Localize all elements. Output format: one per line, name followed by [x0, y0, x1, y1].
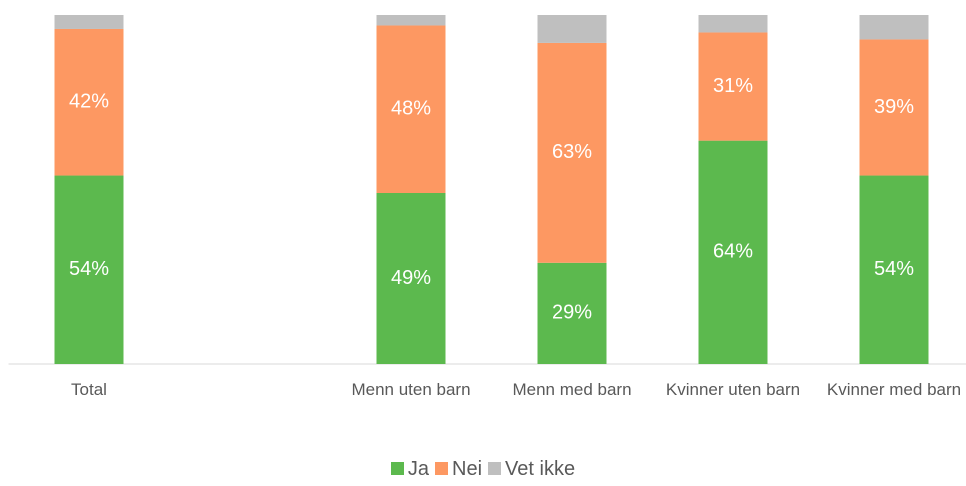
x-tick-label: Menn med barn [512, 380, 632, 399]
data-label: 63% [552, 141, 592, 163]
data-label: 49% [391, 267, 431, 289]
bar-segment [537, 262, 607, 364]
bar-segment [859, 175, 929, 364]
bar-segment [537, 15, 607, 43]
legend-item: Nei [435, 458, 482, 481]
bar-segment [537, 42, 607, 263]
bar-segment [376, 15, 446, 26]
legend-swatch [390, 462, 404, 475]
bar-segment [54, 175, 124, 364]
bar-segment [54, 28, 124, 176]
x-tick-label: Total [71, 380, 107, 399]
data-label: 42% [69, 91, 109, 113]
bar-segment [698, 15, 768, 33]
bar-segment [376, 192, 446, 364]
legend-label: Vet ikke [505, 458, 576, 480]
bar-segment [859, 39, 929, 176]
legend-label: Ja [407, 458, 430, 480]
legend-item: Ja [390, 458, 430, 481]
x-tick-label: Kvinner med barn [826, 380, 962, 399]
legend-item: Vet ikke [488, 458, 575, 481]
data-label: 64% [713, 241, 753, 263]
legend-swatch [488, 462, 502, 475]
bar-segment [859, 15, 929, 40]
data-label: 54% [874, 258, 914, 280]
bar-segment [376, 25, 446, 193]
data-label: 54% [69, 258, 109, 280]
bar-segment [698, 140, 768, 364]
data-label: 29% [552, 302, 592, 324]
data-label: 31% [713, 75, 753, 97]
bar-segment [698, 32, 768, 141]
x-tick-label: Kvinner uten barn [665, 380, 801, 399]
legend-label: Nei [452, 458, 483, 480]
bar-segment [54, 15, 124, 29]
legend: Ja Nei Vet ikke [0, 458, 966, 481]
x-tick-label: Menn uten barn [351, 380, 471, 399]
legend-swatch [435, 462, 449, 475]
data-label: 39% [874, 96, 914, 118]
data-label: 48% [391, 98, 431, 120]
